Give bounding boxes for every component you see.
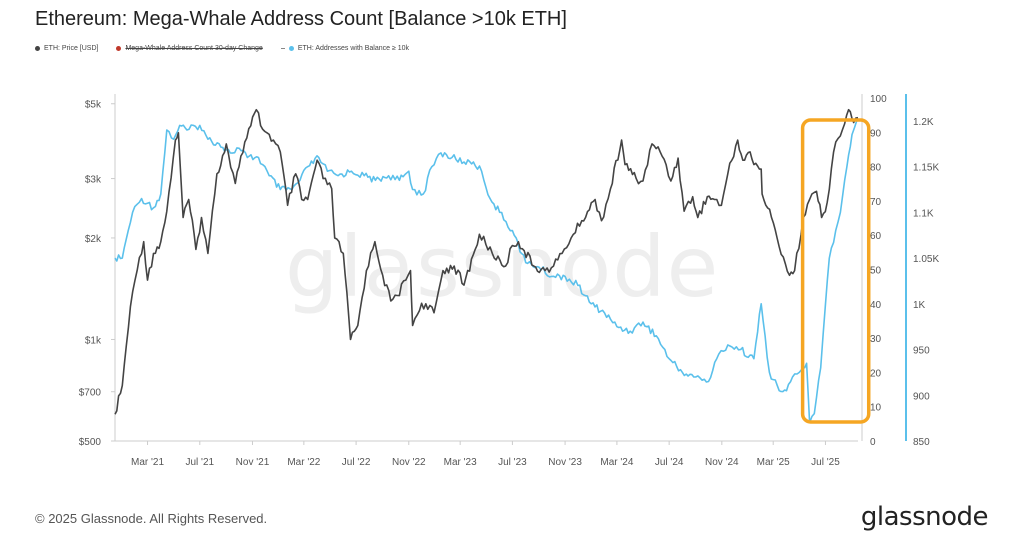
legend-dash	[280, 48, 285, 49]
y-left-tick-label: $700	[79, 388, 102, 399]
y-mid-tick-label: 60	[870, 231, 882, 242]
y-left-tick-label: $3k	[85, 175, 102, 186]
x-tick-label: Jul '21	[185, 457, 214, 468]
legend-item-price[interactable]: ETH: Price [USD]	[35, 45, 98, 52]
y-right-tick-label: 850	[913, 437, 930, 448]
y-left-tick-label: $5k	[85, 100, 102, 111]
y-mid-tick-label: 0	[870, 437, 876, 448]
x-tick-label: Nov '23	[548, 457, 582, 468]
x-tick-label: Mar '21	[131, 457, 164, 468]
x-tick-label: Jul '22	[342, 457, 371, 468]
y-mid-tick-label: 90	[870, 128, 882, 139]
y-right-tick-label: 900	[913, 391, 930, 402]
series-line-price	[114, 108, 859, 415]
x-tick-label: Nov '22	[392, 457, 426, 468]
x-tick-label: Mar '25	[757, 457, 790, 468]
copyright-text: © 2025 Glassnode. All Rights Reserved.	[35, 511, 268, 526]
chart-legend: ETH: Price [USD] Mega-Whale Address Coun…	[35, 45, 409, 52]
legend-item-change[interactable]: Mega-Whale Address Count 30-day Change	[116, 45, 263, 52]
x-tick-label: Jul '23	[498, 457, 527, 468]
y-right-tick-label: 1.15K	[913, 163, 939, 174]
legend-swatch-price	[35, 46, 40, 51]
x-tick-label: Nov '21	[236, 457, 270, 468]
legend-label-addresses: ETH: Addresses with Balance ≥ 10k	[297, 45, 410, 52]
x-tick-label: Mar '24	[600, 457, 633, 468]
y-mid-tick-label: 10	[870, 403, 882, 414]
y-right-tick-label: 1.05K	[913, 254, 939, 265]
y-mid-tick-label: 20	[870, 368, 882, 379]
x-tick-label: Jul '25	[811, 457, 840, 468]
y-mid-tick-label: 80	[870, 163, 882, 174]
legend-swatch-change	[116, 46, 122, 51]
y-left-tick-label: $500	[79, 437, 102, 448]
y-mid-tick-label: 30	[870, 334, 882, 345]
highlight-box	[800, 118, 871, 424]
y-left-tick-label: $1k	[85, 335, 102, 346]
legend-item-addresses[interactable]: ETH: Addresses with Balance ≥ 10k	[280, 45, 410, 52]
brand-logo: glassnode	[860, 502, 989, 532]
y-right-tick-label: 1K	[913, 300, 926, 311]
series-line-addresses	[114, 120, 858, 424]
legend-swatch-addresses	[288, 46, 294, 51]
x-tick-label: Jul '24	[655, 457, 684, 468]
series-layer	[114, 108, 871, 424]
chart-title: Ethereum: Mega-Whale Address Count [Bala…	[35, 8, 567, 30]
x-tick-label: Nov '24	[705, 457, 739, 468]
y-right-tick-label: 1.1K	[913, 208, 934, 219]
y-right-tick-label: 1.2K	[913, 117, 934, 128]
y-mid-tick-label: 100	[870, 94, 887, 105]
legend-label-price: ETH: Price [USD]	[44, 45, 99, 52]
y-right-tick-label: 950	[913, 346, 930, 357]
legend-label-change: Mega-Whale Address Count 30-day Change	[125, 45, 263, 52]
axes: $500 $700 $1k $2k $3k $5k 0 10 20 30 40 50 60 70 80 90 1…	[79, 94, 939, 468]
x-tick-label: Mar '23	[444, 457, 477, 468]
x-tick-label: Mar '22	[287, 457, 320, 468]
y-mid-tick-label: 50	[870, 266, 882, 277]
y-mid-tick-label: 70	[870, 197, 882, 208]
y-mid-tick-label: 40	[870, 300, 882, 311]
watermark: glassnode	[285, 218, 720, 316]
y-left-tick-label: $2k	[85, 234, 102, 245]
